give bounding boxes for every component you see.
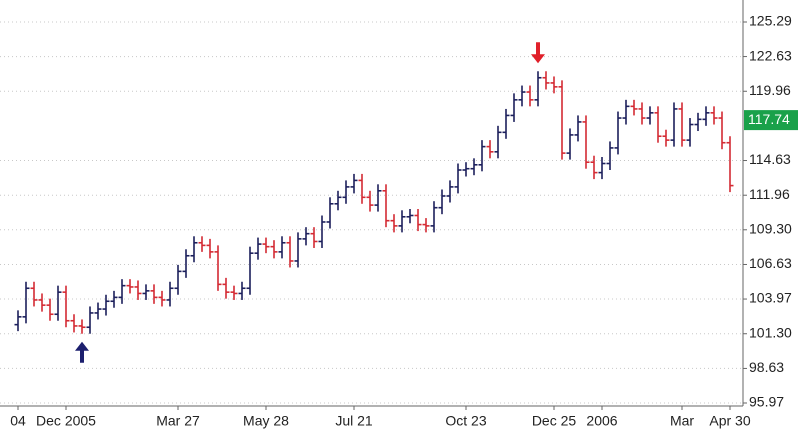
y-tick-label: 114.63 (749, 151, 791, 167)
x-tick-label: Dec 2005 (36, 413, 96, 429)
y-tick-label: 125.29 (749, 13, 792, 29)
x-tick-label: 04 (10, 413, 26, 429)
y-tick-label: 103.97 (749, 290, 792, 306)
x-tick-label: 2006 (586, 413, 617, 429)
x-tick-label: Mar (670, 413, 694, 429)
x-tick-label: Mar 27 (156, 413, 200, 429)
x-tick-label: Jul 21 (335, 413, 373, 429)
last-price-box (744, 110, 798, 131)
y-tick-label: 95.97 (749, 394, 784, 410)
buy-signal (75, 341, 89, 363)
y-tick-label: 111.96 (749, 186, 790, 202)
y-tick-label: 119.96 (749, 82, 791, 98)
y-tick-label: 122.63 (749, 47, 792, 63)
y-tick-label: 98.63 (749, 359, 784, 375)
y-tick-label: 109.30 (749, 220, 792, 236)
sell-signal (531, 42, 545, 64)
y-tick-label: 106.63 (749, 255, 792, 271)
x-tick-label: Dec 25 (532, 413, 577, 429)
last-price-label: 117.74 (748, 111, 790, 127)
x-tick-label: Oct 23 (445, 413, 486, 429)
x-tick-label: May 28 (243, 413, 289, 429)
x-tick-label: Apr 30 (709, 413, 750, 429)
y-tick-label: 101.30 (749, 324, 792, 340)
